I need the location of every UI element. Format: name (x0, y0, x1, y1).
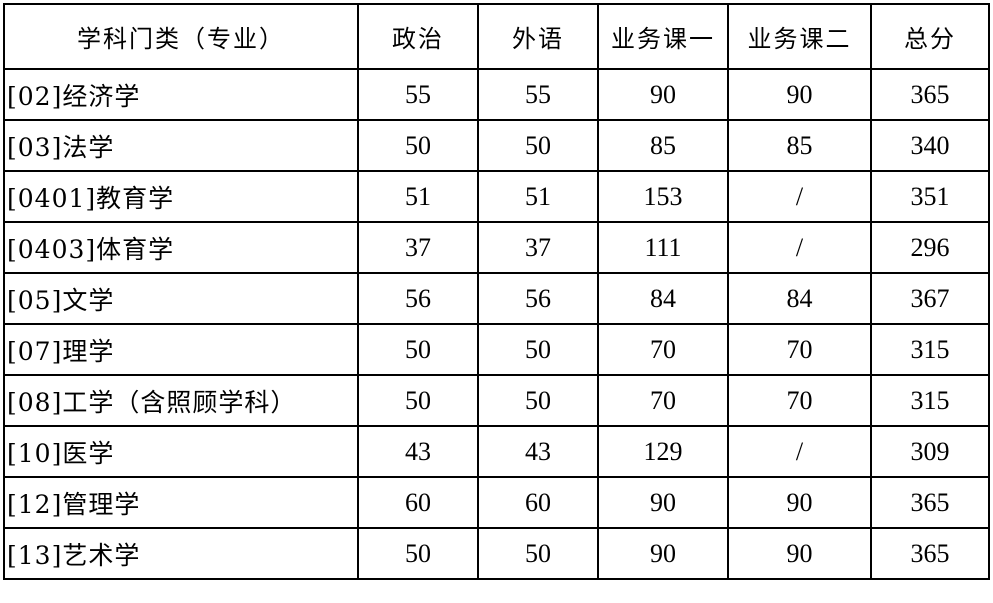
table-row: [12]管理学 60 60 90 90 365 (3, 476, 990, 529)
cell-foreign-language: 55 (477, 68, 599, 121)
cell-course-2: / (727, 170, 872, 223)
score-table: 学科门类（专业） 政治 外语 业务课一 业务课二 总分 [02]经济学 55 55 9… (3, 3, 990, 580)
table-row: [0401]教育学 51 51 153/351 (3, 170, 990, 223)
cell-total: 315 (870, 323, 990, 376)
cell-course-1: 90 (597, 527, 729, 580)
table-row: [13]艺术学 50 50 90 90 365 (3, 527, 990, 580)
cell-course-1: 111 (597, 221, 729, 274)
cell-total: 296 (870, 221, 990, 274)
cell-course-2: / (727, 425, 872, 478)
cell-subject: [08]工学（含照顾学科） (3, 374, 359, 427)
header-subject: 学科门类（专业） (3, 3, 359, 70)
cell-course-2: 90 (727, 68, 872, 121)
cell-subject: [0401]教育学 (3, 170, 359, 223)
cell-politics: 50 (357, 374, 479, 427)
cell-politics: 50 (357, 527, 479, 580)
cell-foreign-language: 56 (477, 272, 599, 325)
cell-course-2: 70 (727, 323, 872, 376)
cell-politics: 51 (357, 170, 479, 223)
cell-foreign-language: 51 (477, 170, 599, 223)
cell-politics: 55 (357, 68, 479, 121)
header-course-2: 业务课二 (727, 3, 872, 70)
cell-subject: [07]理学 (3, 323, 359, 376)
cell-course-2: 90 (727, 476, 872, 529)
cell-politics: 56 (357, 272, 479, 325)
cell-course-2: 84 (727, 272, 872, 325)
cell-total: 367 (870, 272, 990, 325)
cell-politics: 60 (357, 476, 479, 529)
cell-course-1: 84 (597, 272, 729, 325)
table-row: [10]医学 43 43 129/309 (3, 425, 990, 478)
cell-subject: [10]医学 (3, 425, 359, 478)
header-row: 学科门类（专业） 政治 外语 业务课一 业务课二 总分 (3, 3, 990, 70)
cell-total: 365 (870, 68, 990, 121)
cell-course-1: 70 (597, 323, 729, 376)
table-row: [08]工学（含照顾学科） 50 50 70 70 315 (3, 374, 990, 427)
header-politics: 政治 (357, 3, 479, 70)
cell-course-1: 90 (597, 68, 729, 121)
cell-foreign-language: 50 (477, 374, 599, 427)
cell-subject: [12]管理学 (3, 476, 359, 529)
cell-foreign-language: 50 (477, 323, 599, 376)
table-row: [0403]体育学 37 37 111/296 (3, 221, 990, 274)
cell-total: 365 (870, 527, 990, 580)
cell-total: 340 (870, 119, 990, 172)
cell-course-1: 129 (597, 425, 729, 478)
header-foreign-language: 外语 (477, 3, 599, 70)
cell-course-1: 85 (597, 119, 729, 172)
header-total: 总分 (870, 3, 990, 70)
cell-total: 365 (870, 476, 990, 529)
table-row: [07]理学 50 50 70 70 315 (3, 323, 990, 376)
cell-course-2: 85 (727, 119, 872, 172)
cell-total: 309 (870, 425, 990, 478)
header-course-1: 业务课一 (597, 3, 729, 70)
table-row: [02]经济学 55 55 90 90 365 (3, 68, 990, 121)
cell-course-2: 90 (727, 527, 872, 580)
cell-politics: 43 (357, 425, 479, 478)
cell-politics: 50 (357, 119, 479, 172)
cell-politics: 50 (357, 323, 479, 376)
cell-foreign-language: 50 (477, 119, 599, 172)
cell-foreign-language: 60 (477, 476, 599, 529)
table-row: [05]文学 56 56 84 84 367 (3, 272, 990, 325)
cell-foreign-language: 50 (477, 527, 599, 580)
table-row: [03]法学 50 50 85 85 340 (3, 119, 990, 172)
cell-subject: [03]法学 (3, 119, 359, 172)
cell-course-1: 70 (597, 374, 729, 427)
cell-course-2: / (727, 221, 872, 274)
cell-total: 315 (870, 374, 990, 427)
cell-subject: [0403]体育学 (3, 221, 359, 274)
cell-subject: [13]艺术学 (3, 527, 359, 580)
cell-politics: 37 (357, 221, 479, 274)
cell-course-2: 70 (727, 374, 872, 427)
cell-foreign-language: 37 (477, 221, 599, 274)
cell-foreign-language: 43 (477, 425, 599, 478)
cell-total: 351 (870, 170, 990, 223)
cell-subject: [05]文学 (3, 272, 359, 325)
cell-course-1: 153 (597, 170, 729, 223)
cell-subject: [02]经济学 (3, 68, 359, 121)
cell-course-1: 90 (597, 476, 729, 529)
